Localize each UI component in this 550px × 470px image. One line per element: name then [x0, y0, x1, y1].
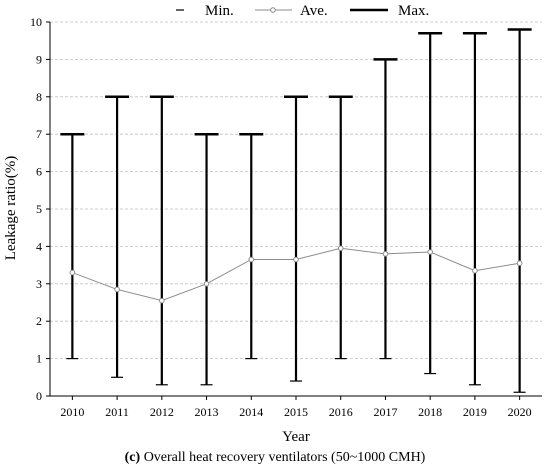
y-axis-title: Leakage ratio(%) — [3, 156, 19, 261]
y-tick-label-6: 6 — [36, 165, 42, 179]
y-tick-label-4: 4 — [36, 239, 42, 253]
x-tick-label-2017: 2017 — [373, 405, 397, 419]
average-point-2015 — [293, 256, 299, 263]
legend-entry-min: Min. — [176, 3, 234, 19]
x-tick-label-2011: 2011 — [105, 405, 129, 419]
x-tick-label-2020: 2020 — [508, 405, 532, 419]
x-axis-ticks: 2010 2011 2012 2013 2014 2015 2016 2017 2018 2019… — [60, 396, 532, 419]
x-tick-label-2016: 2016 — [329, 405, 353, 419]
x-tick-label-2014: 2014 — [239, 405, 263, 419]
legend-max-label: Max. — [398, 3, 429, 19]
x-tick-label-2010: 2010 — [60, 405, 84, 419]
y-tick-label-5: 5 — [36, 202, 42, 216]
average-series — [69, 245, 523, 304]
average-point-2019 — [472, 267, 478, 274]
legend-min-label: Min. — [205, 3, 234, 19]
average-point-2018 — [427, 249, 433, 255]
y-tick-label-10: 10 — [30, 15, 42, 29]
y-axis-ticks: 0 1 2 3 4 5 6 7 8 9 10 — [30, 15, 50, 403]
caption-label: (c) — [124, 450, 141, 465]
x-tick-label-2013: 2013 — [195, 405, 219, 419]
x-tick-label-2019: 2019 — [463, 405, 487, 419]
average-point-2012 — [159, 297, 165, 304]
x-tick-label-2018: 2018 — [418, 405, 442, 419]
legend-entry-ave: Ave. — [255, 3, 328, 19]
average-point-2013 — [203, 281, 210, 287]
average-point-2011 — [114, 286, 120, 293]
y-tick-label-8: 8 — [36, 90, 42, 104]
legend-entry-max: Max. — [350, 3, 429, 19]
x-tick-label-2012: 2012 — [150, 405, 174, 419]
x-axis-title: Year — [282, 429, 310, 445]
figure-caption: (c) Overall heat recovery ventilators (5… — [0, 450, 550, 466]
y-tick-label-7: 7 — [36, 127, 42, 141]
caption-text: Overall heat recovery ventilators (50~10… — [143, 450, 426, 465]
y-tick-label-1: 1 — [36, 352, 42, 366]
average-point-2017 — [382, 251, 389, 257]
average-point-2016 — [337, 245, 344, 252]
y-tick-label-2: 2 — [36, 314, 42, 328]
y-tick-label-3: 3 — [36, 277, 42, 291]
y-tick-label-9: 9 — [36, 52, 42, 66]
average-point-2020 — [516, 260, 523, 267]
legend: Min. Ave. Max. — [176, 3, 429, 19]
legend-ave-label: Ave. — [300, 3, 328, 19]
legend-ave-marker — [270, 7, 276, 13]
average-point-2010 — [69, 269, 76, 276]
min-max-range-bars — [60, 28, 532, 393]
average-point-2014 — [248, 256, 255, 263]
y-tick-label-0: 0 — [36, 389, 42, 403]
x-tick-label-2015: 2015 — [284, 405, 308, 419]
